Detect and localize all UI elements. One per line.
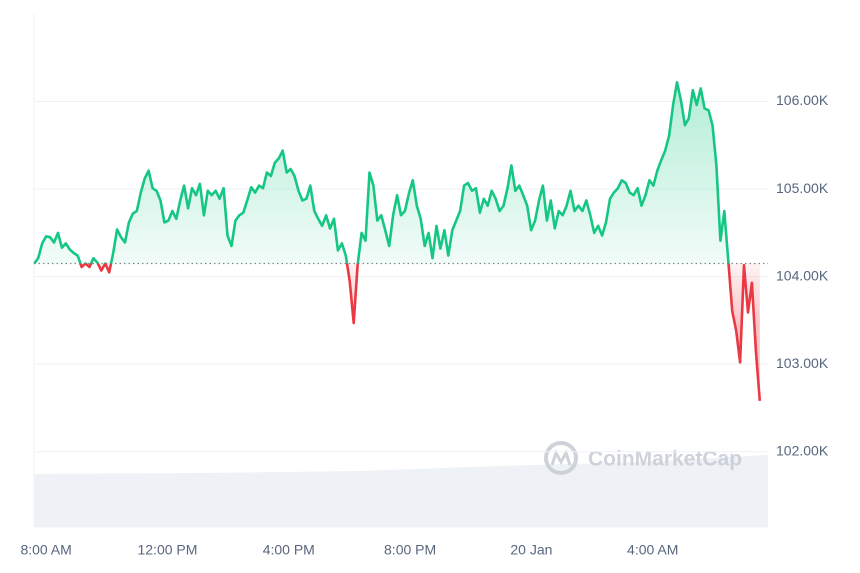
y-tick-label: 105.00K (776, 180, 829, 196)
y-tick-label: 102.00K (776, 442, 829, 458)
watermark-logo (544, 441, 578, 475)
watermark: CoinMarketCap (544, 441, 742, 475)
y-tick-label: 104.00K (776, 267, 829, 283)
x-tick-label: 12:00 PM (137, 542, 197, 558)
x-tick-label: 20 Jan (510, 542, 552, 558)
y-tick-label: 106.00K (776, 92, 829, 108)
x-tick-label: 4:00 AM (627, 542, 678, 558)
x-tick-label: 4:00 PM (263, 542, 315, 558)
x-tick-label: 8:00 PM (384, 542, 436, 558)
y-tick-label: 103.00K (776, 355, 829, 371)
watermark-logo-mark (550, 449, 572, 466)
x-tick-label: 8:00 AM (20, 542, 71, 558)
price-line (33, 81, 762, 402)
price-area (34, 82, 760, 401)
watermark-text: CoinMarketCap (588, 448, 742, 471)
volume-area (34, 455, 768, 527)
